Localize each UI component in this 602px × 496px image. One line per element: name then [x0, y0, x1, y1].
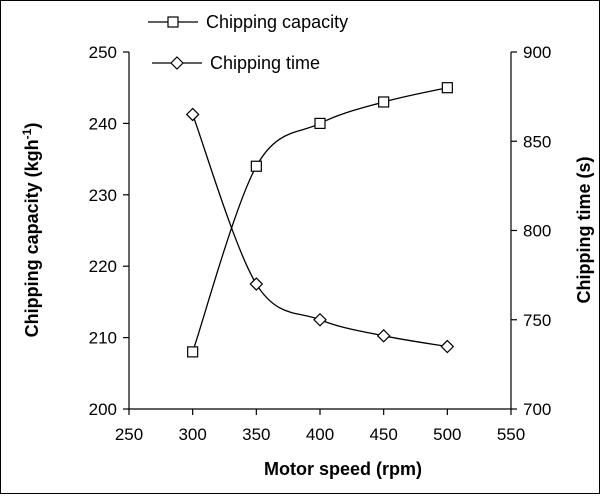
right-y-tick-label: 800	[523, 222, 551, 241]
x-tick-label: 300	[178, 425, 206, 444]
right-y-axis-title: Chipping time (s)	[574, 157, 594, 304]
left-y-axis-title-main: Chipping capacity (kgh	[22, 139, 42, 337]
data-point	[185, 107, 200, 122]
legend-label: Chipping capacity	[206, 12, 348, 32]
x-tick-label: 450	[369, 425, 397, 444]
legend: Chipping capacity Chipping time	[148, 12, 348, 73]
x-tick-label: 350	[242, 425, 270, 444]
left-y-axis-title-superscript: -1	[20, 128, 34, 139]
data-point	[313, 312, 327, 327]
legend-entry: Chipping time	[152, 53, 320, 73]
x-tick-label: 250	[115, 425, 143, 444]
x-tick-label: 550	[497, 425, 525, 444]
data-point	[378, 96, 390, 108]
legend-marker	[167, 16, 179, 28]
right-y-tick-label: 900	[523, 43, 551, 62]
data-point	[376, 328, 391, 343]
axes	[128, 52, 512, 410]
series-capacity	[187, 82, 453, 358]
left-y-tick-label: 240	[89, 114, 117, 133]
left-y-tick-label: 210	[89, 329, 117, 348]
left-y-axis-title-tail: )	[22, 123, 42, 129]
series-line	[192, 114, 448, 348]
series-line	[192, 87, 448, 353]
data-point	[187, 346, 199, 358]
x-tick-label: 400	[306, 425, 334, 444]
data-point	[440, 339, 455, 354]
left-y-axis-title: Chipping capacity (kgh-1)	[20, 123, 42, 338]
series-time	[185, 107, 455, 354]
left-y-tick-label: 230	[89, 186, 117, 205]
ticks: 250 300 350 400 450 500 550 200 210 220 230 240 250 7…	[89, 43, 552, 444]
legend-marker	[170, 56, 184, 70]
left-y-tick-label: 250	[89, 43, 117, 62]
right-y-tick-label: 850	[523, 132, 551, 151]
data-point	[441, 82, 453, 94]
right-y-tick-label: 750	[523, 311, 551, 330]
data-point	[249, 277, 264, 291]
x-axis-title: Motor speed (rpm)	[264, 459, 422, 479]
data-point	[314, 117, 326, 130]
data-point	[250, 160, 262, 172]
left-y-tick-label: 220	[89, 257, 117, 276]
legend-label: Chipping time	[210, 53, 320, 73]
x-tick-label: 500	[433, 425, 461, 444]
legend-entry: Chipping capacity	[148, 12, 348, 32]
series	[185, 82, 455, 358]
left-y-tick-label: 200	[89, 400, 117, 419]
right-y-tick-label: 700	[523, 400, 551, 419]
